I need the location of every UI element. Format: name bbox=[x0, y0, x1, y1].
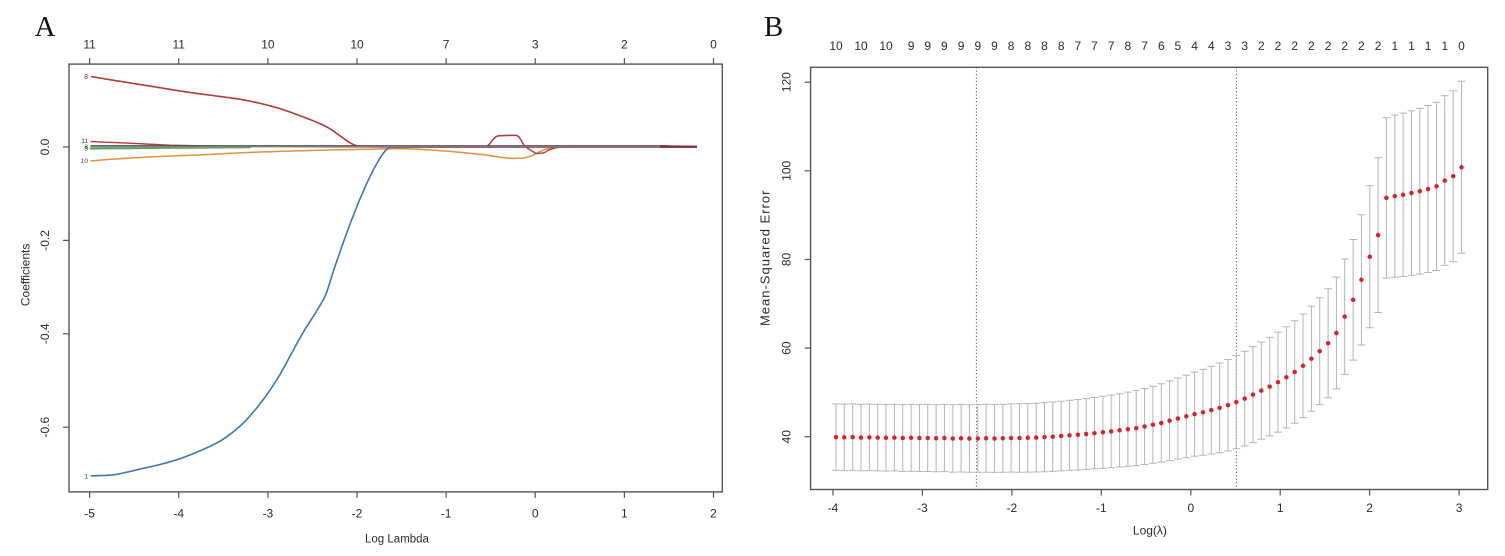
svg-text:9: 9 bbox=[991, 39, 998, 53]
svg-text:0: 0 bbox=[1458, 39, 1465, 53]
svg-text:11: 11 bbox=[83, 38, 96, 52]
svg-text:-0.6: -0.6 bbox=[38, 417, 52, 438]
svg-text:5: 5 bbox=[1175, 39, 1182, 53]
svg-text:2: 2 bbox=[1291, 39, 1298, 53]
svg-text:7: 7 bbox=[1091, 39, 1098, 53]
svg-text:7: 7 bbox=[1108, 39, 1115, 53]
svg-text:4: 4 bbox=[1191, 39, 1198, 53]
svg-text:2: 2 bbox=[1258, 39, 1265, 53]
svg-text:Log Lambda: Log Lambda bbox=[365, 534, 430, 546]
svg-text:B: B bbox=[764, 11, 783, 43]
svg-text:10: 10 bbox=[261, 38, 275, 52]
svg-text:-3: -3 bbox=[917, 501, 928, 515]
svg-text:9: 9 bbox=[974, 39, 981, 53]
svg-text:8: 8 bbox=[1041, 39, 1048, 53]
svg-text:10: 10 bbox=[81, 158, 89, 165]
svg-text:60: 60 bbox=[780, 341, 794, 355]
svg-text:0.0: 0.0 bbox=[38, 138, 52, 155]
svg-text:2: 2 bbox=[1308, 39, 1315, 53]
svg-text:9: 9 bbox=[941, 39, 948, 53]
svg-text:80: 80 bbox=[780, 253, 794, 267]
svg-text:8: 8 bbox=[1008, 39, 1015, 53]
svg-text:100: 100 bbox=[780, 160, 794, 180]
svg-text:8: 8 bbox=[1125, 39, 1132, 53]
svg-text:-1: -1 bbox=[441, 507, 452, 521]
svg-text:-2: -2 bbox=[352, 507, 363, 521]
svg-text:2: 2 bbox=[621, 38, 628, 52]
svg-text:-0.2: -0.2 bbox=[38, 230, 52, 251]
svg-text:3: 3 bbox=[1241, 39, 1248, 53]
svg-text:2: 2 bbox=[1366, 501, 1373, 515]
svg-text:2: 2 bbox=[710, 507, 717, 521]
svg-text:0: 0 bbox=[532, 507, 539, 521]
svg-text:11: 11 bbox=[81, 138, 88, 145]
svg-text:5: 5 bbox=[84, 145, 88, 152]
svg-text:10: 10 bbox=[350, 38, 364, 52]
svg-text:1: 1 bbox=[84, 474, 88, 481]
svg-text:120: 120 bbox=[780, 72, 794, 92]
svg-text:11: 11 bbox=[172, 38, 185, 52]
svg-text:-5: -5 bbox=[84, 507, 95, 521]
svg-text:-0.4: -0.4 bbox=[38, 323, 52, 344]
svg-text:-2: -2 bbox=[1007, 501, 1018, 515]
svg-text:2: 2 bbox=[1325, 39, 1332, 53]
svg-text:Mean-Squared Error: Mean-Squared Error bbox=[758, 190, 773, 327]
svg-text:Log(λ): Log(λ) bbox=[1133, 524, 1167, 538]
svg-text:10: 10 bbox=[879, 39, 893, 53]
svg-text:2: 2 bbox=[1275, 39, 1282, 53]
svg-text:3: 3 bbox=[532, 38, 539, 52]
svg-text:Coefficients: Coefficients bbox=[18, 244, 32, 306]
svg-text:2: 2 bbox=[1341, 39, 1348, 53]
svg-text:10: 10 bbox=[854, 39, 868, 53]
svg-text:0: 0 bbox=[710, 38, 717, 52]
svg-text:8: 8 bbox=[1058, 39, 1065, 53]
svg-text:1: 1 bbox=[621, 507, 628, 521]
svg-text:8: 8 bbox=[1024, 39, 1031, 53]
svg-text:1: 1 bbox=[1391, 39, 1398, 53]
svg-text:1: 1 bbox=[1277, 501, 1284, 515]
svg-text:7: 7 bbox=[1075, 39, 1082, 53]
svg-text:4: 4 bbox=[1208, 39, 1215, 53]
svg-text:10: 10 bbox=[829, 39, 843, 53]
svg-text:1: 1 bbox=[1441, 39, 1448, 53]
svg-text:-4: -4 bbox=[173, 507, 184, 521]
svg-text:1: 1 bbox=[1408, 39, 1415, 53]
svg-text:A: A bbox=[35, 11, 56, 43]
svg-text:0: 0 bbox=[1187, 501, 1194, 515]
svg-text:3: 3 bbox=[84, 144, 88, 151]
svg-text:3: 3 bbox=[1456, 501, 1463, 515]
svg-text:40: 40 bbox=[780, 430, 794, 444]
svg-text:7: 7 bbox=[443, 38, 450, 52]
svg-text:2: 2 bbox=[1358, 39, 1365, 53]
svg-text:8: 8 bbox=[84, 74, 88, 81]
svg-text:7: 7 bbox=[1141, 39, 1148, 53]
svg-text:3: 3 bbox=[1225, 39, 1232, 53]
svg-text:6: 6 bbox=[1158, 39, 1165, 53]
svg-text:1: 1 bbox=[1425, 39, 1432, 53]
svg-text:9: 9 bbox=[924, 39, 931, 53]
svg-text:9: 9 bbox=[958, 39, 965, 53]
svg-text:-4: -4 bbox=[828, 501, 839, 515]
svg-text:2: 2 bbox=[1375, 39, 1382, 53]
svg-text:9: 9 bbox=[908, 39, 915, 53]
svg-text:-1: -1 bbox=[1096, 501, 1107, 515]
svg-text:-3: -3 bbox=[263, 507, 274, 521]
